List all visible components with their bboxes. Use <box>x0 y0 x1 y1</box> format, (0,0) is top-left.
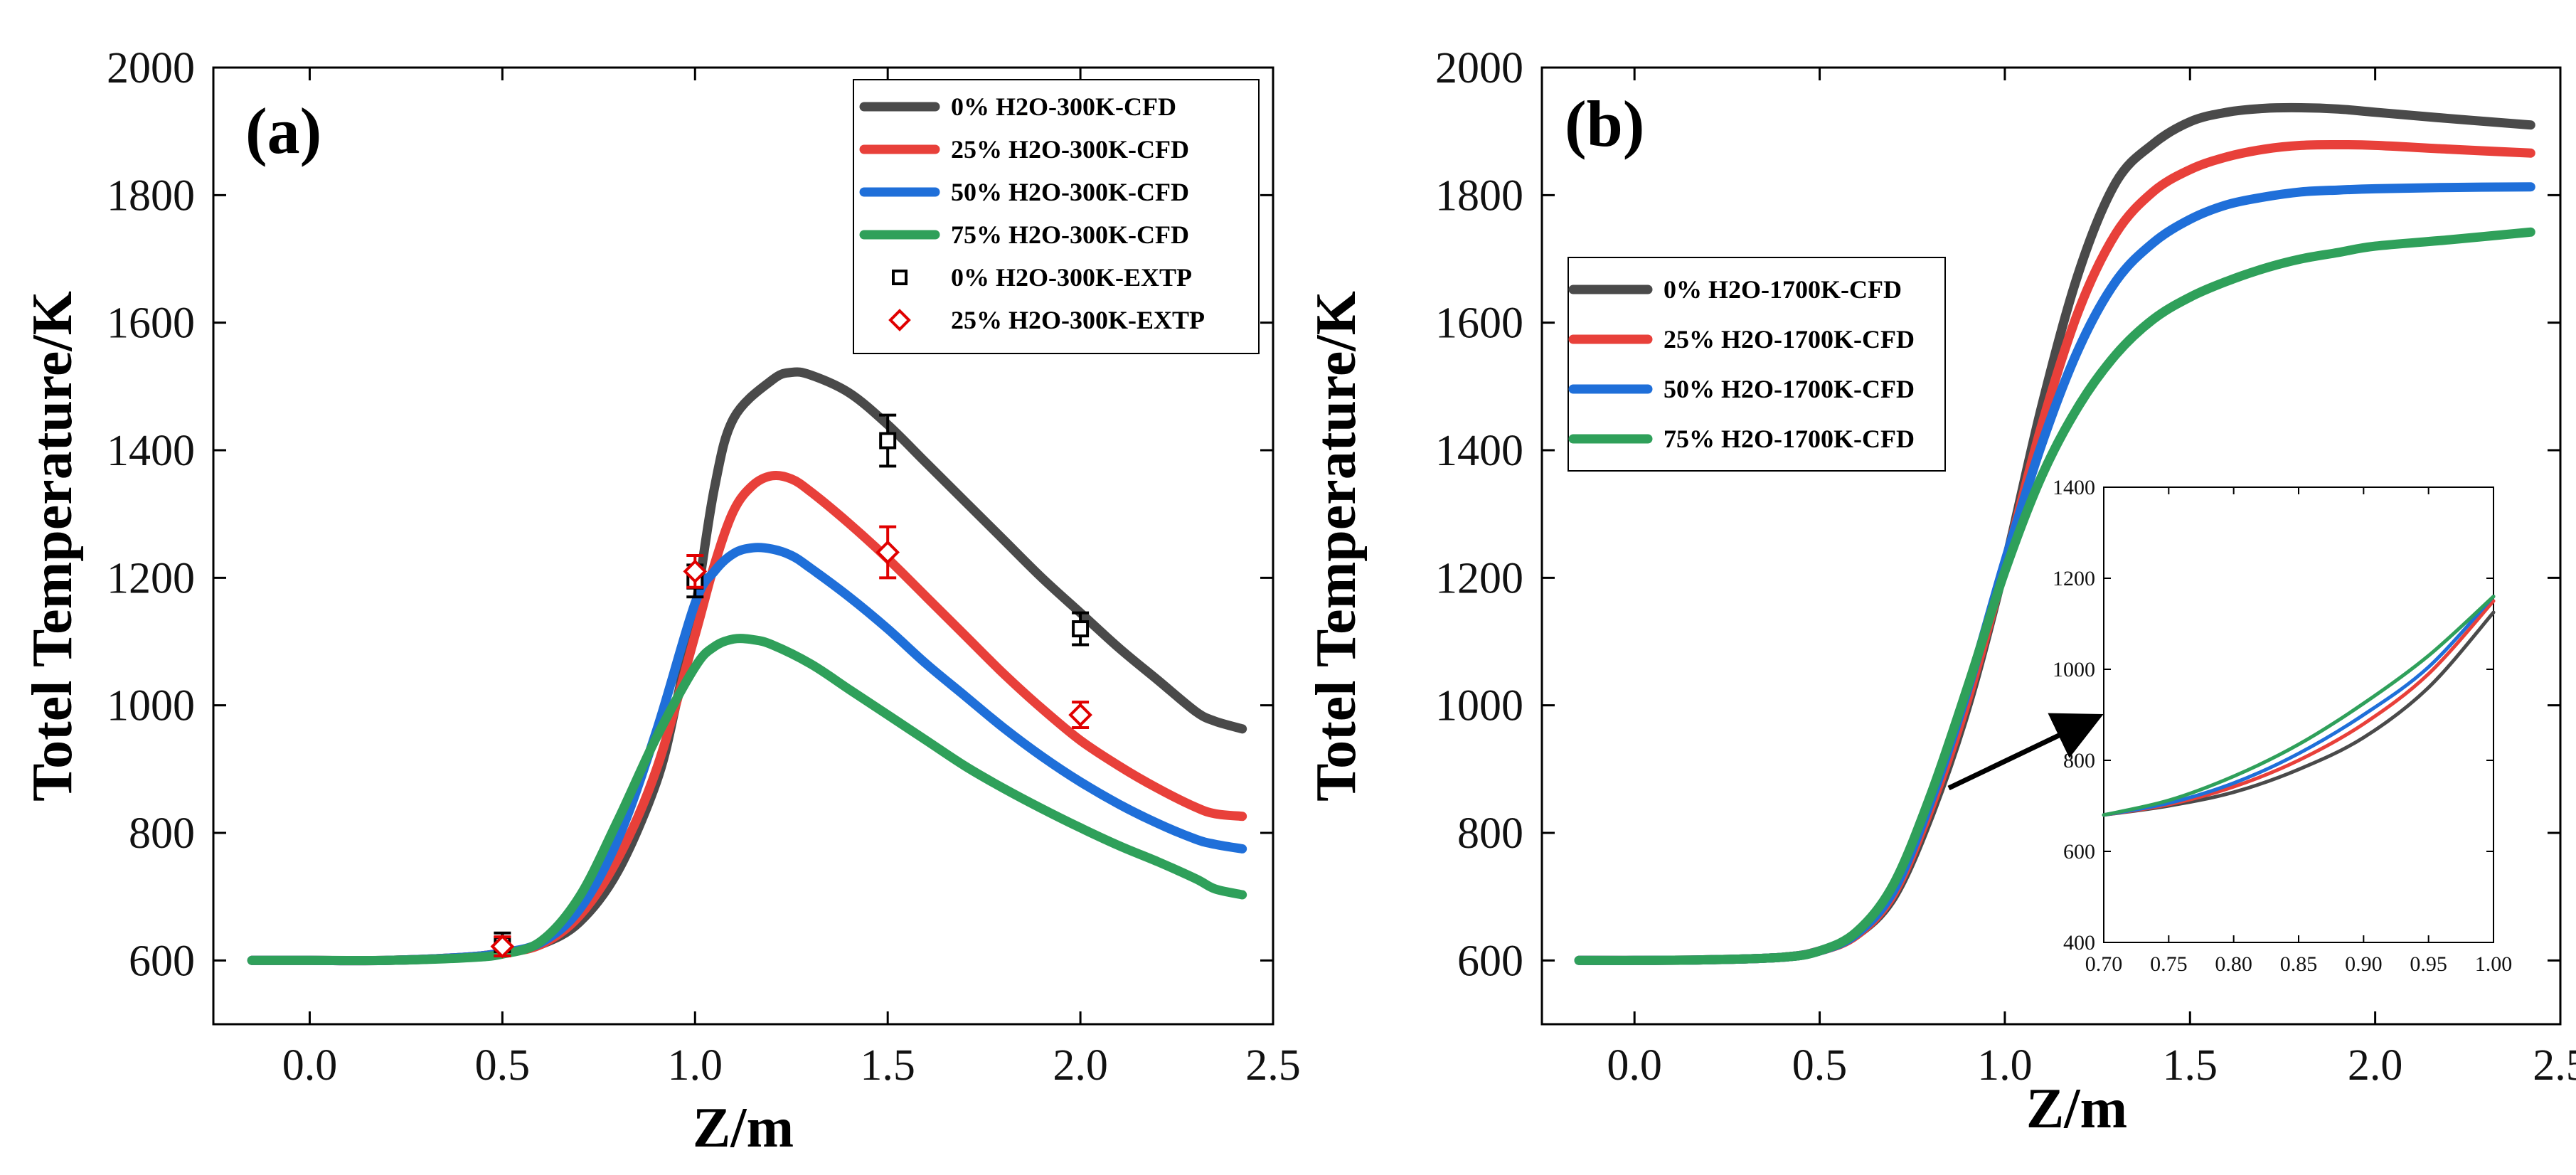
y-tick-label: 800 <box>2063 749 2095 772</box>
series-line <box>2102 595 2496 817</box>
x-tick-label: 0.0 <box>1607 1041 1662 1090</box>
x-tick-label: 2.5 <box>2533 1041 2576 1090</box>
legend-marker-diamond <box>888 309 911 331</box>
panel-a: 0.0 0.5 1.0 1.5 2.0 2.5 600 800 1000 1200 1400 1600… <box>21 44 1301 1159</box>
panel-a-ylabel: Totel Temperature/K <box>21 291 84 802</box>
x-tick-label: 2.5 <box>1245 1041 1301 1090</box>
series-line <box>247 367 1247 966</box>
exp-point-square <box>879 432 897 450</box>
legend-marker-square <box>892 270 908 285</box>
legend-label: 50% H2O-300K-CFD <box>951 178 1189 206</box>
exp-point-diamond <box>1068 703 1092 727</box>
y-tick-label: 1400 <box>2053 476 2095 499</box>
y-tick-label: 600 <box>2063 840 2095 863</box>
legend-label: 0% H2O-1700K-CFD <box>1664 275 1902 304</box>
y-tick-label: 1000 <box>107 682 195 730</box>
y-tick-label: 1600 <box>107 299 195 348</box>
panel-b-ticks: 0.0 0.5 1.0 1.5 2.0 2.5 600 800 1000 1200 1400 1600… <box>1435 44 2576 1090</box>
exp-point-diamond <box>875 540 900 565</box>
series-line <box>247 634 1247 966</box>
panel-b-series <box>1574 102 2535 965</box>
legend-label: 75% H2O-300K-CFD <box>951 220 1189 249</box>
y-tick-label: 1200 <box>1435 554 1523 602</box>
y-tick-label: 800 <box>1457 809 1523 858</box>
exp-point-diamond <box>490 934 515 959</box>
inset-frame <box>2103 487 2494 943</box>
y-tick-label: 600 <box>129 937 195 985</box>
panel-a-legend: 0% H2O-300K-CFD 25% H2O-300K-CFD 50% H2O-3… <box>853 79 1260 354</box>
x-tick-label: 0.75 <box>2150 952 2188 976</box>
inset-series <box>2102 595 2496 817</box>
y-tick-label: 1800 <box>1435 171 1523 220</box>
x-tick-label: 1.0 <box>1977 1041 2033 1090</box>
x-tick-label: 0.0 <box>282 1041 338 1090</box>
x-tick-label: 0.85 <box>2280 952 2318 976</box>
x-tick-label: 0.5 <box>1792 1041 1848 1090</box>
x-tick-label: 0.90 <box>2345 952 2383 976</box>
legend-label: 75% H2O-1700K-CFD <box>1664 425 1915 453</box>
panel-a-experimental <box>490 413 1092 959</box>
panel-a-label: (a) <box>245 95 321 167</box>
y-tick-label: 1400 <box>1435 427 1523 475</box>
x-tick-label: 2.0 <box>2348 1041 2403 1090</box>
panel-b-inset: 0.70 0.75 0.80 0.85 0.90 0.95 1.00 400 600 800 100… <box>2053 476 2512 976</box>
x-tick-label: 1.5 <box>860 1041 915 1090</box>
y-tick-label: 1200 <box>107 554 195 602</box>
x-tick-label: 1.0 <box>668 1041 723 1090</box>
panel-a-frame <box>212 66 1274 1026</box>
y-tick-label: 1000 <box>2053 658 2095 681</box>
x-tick-label: 1.00 <box>2475 952 2513 976</box>
y-tick-label: 2000 <box>1435 44 1523 92</box>
x-tick-label: 0.5 <box>475 1041 531 1090</box>
y-tick-label: 400 <box>2063 931 2095 955</box>
panel-a-series <box>247 367 1247 966</box>
panel-a-legend-box <box>853 79 1260 354</box>
x-tick-label: 0.70 <box>2085 952 2123 976</box>
legend-label: 0% H2O-300K-EXTP <box>951 263 1192 292</box>
series-line <box>1574 227 2535 965</box>
panel-b-ylabel: Totel Temperature/K <box>1305 291 1368 802</box>
y-tick-label: 1200 <box>2053 567 2095 590</box>
legend-label: 50% H2O-1700K-CFD <box>1664 375 1915 403</box>
y-tick-label: 600 <box>1457 937 1523 985</box>
panel-b-legend: 0% H2O-1700K-CFD 25% H2O-1700K-CFD 50% H2O… <box>1568 257 1946 472</box>
x-tick-label: 0.95 <box>2410 952 2447 976</box>
y-tick-label: 1000 <box>1435 682 1523 730</box>
legend-label: 25% H2O-300K-CFD <box>951 135 1189 164</box>
y-tick-label: 1600 <box>1435 299 1523 348</box>
x-tick-label: 1.5 <box>2163 1041 2218 1090</box>
zoom-arrow <box>1947 713 2104 791</box>
exp-point-square <box>1072 620 1090 638</box>
panel-b: 0.0 0.5 1.0 1.5 2.0 2.5 600 800 1000 1200 1400 1600… <box>1305 44 2576 1140</box>
panel-b-xlabel: Z/m <box>2026 1078 2127 1140</box>
y-tick-label: 1400 <box>107 427 195 475</box>
exp-point-diamond <box>683 559 708 584</box>
y-tick-label: 800 <box>129 809 195 858</box>
panel-a-xlabel: Z/m <box>693 1097 794 1159</box>
y-tick-label: 2000 <box>107 44 195 92</box>
panel-b-frame <box>1540 66 2562 1026</box>
series-line <box>2102 595 2496 817</box>
y-tick-label: 1800 <box>107 171 195 220</box>
panel-b-label: (b) <box>1565 87 1644 160</box>
x-tick-label: 2.0 <box>1053 1041 1108 1090</box>
legend-label: 25% H2O-300K-EXTP <box>951 306 1205 334</box>
panel-a-ticks: 0.0 0.5 1.0 1.5 2.0 2.5 600 800 1000 1200 1400 1600… <box>107 44 1301 1090</box>
legend-label: 25% H2O-1700K-CFD <box>1664 325 1915 353</box>
x-tick-label: 0.80 <box>2215 952 2252 976</box>
legend-label: 0% H2O-300K-CFD <box>951 92 1176 121</box>
